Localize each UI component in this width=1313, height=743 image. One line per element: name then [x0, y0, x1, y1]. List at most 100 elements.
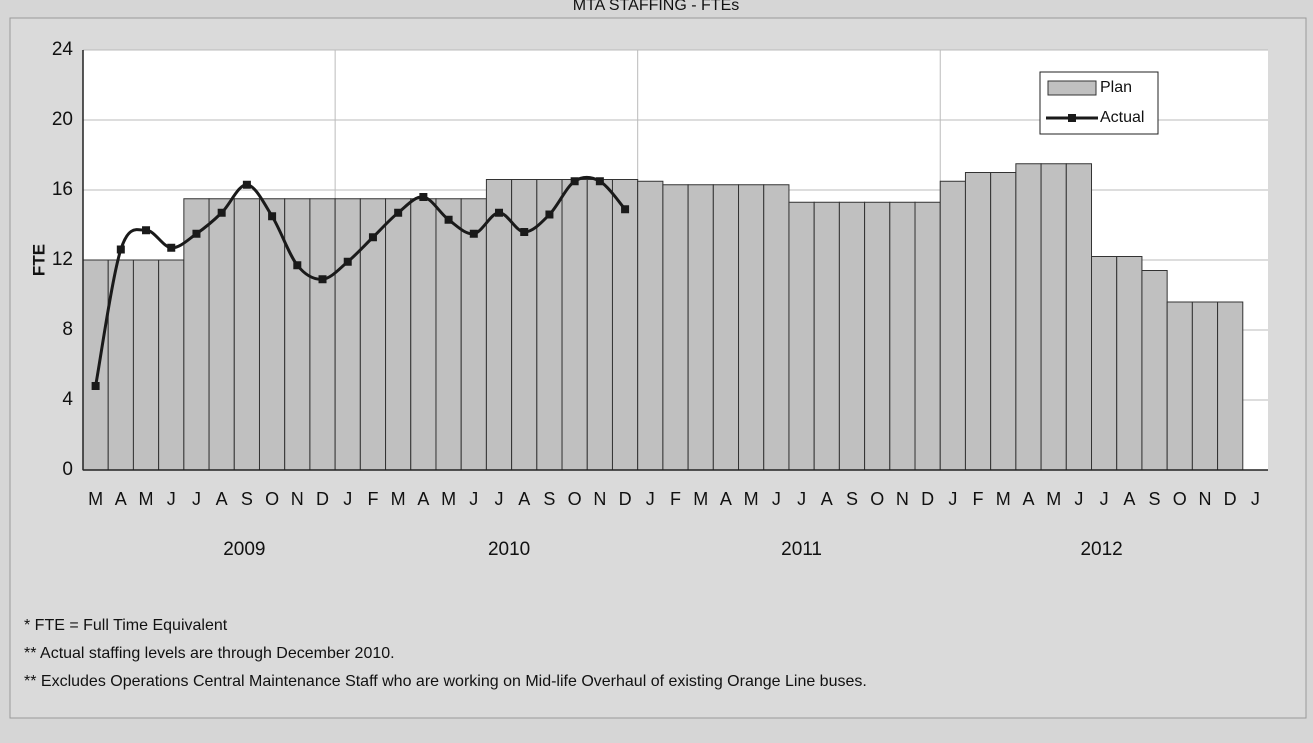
x-tick-label: A: [518, 489, 530, 509]
x-tick-label: J: [495, 489, 504, 509]
bar: [637, 180, 664, 471]
x-tick-label: O: [568, 489, 582, 509]
marker: [318, 275, 327, 284]
bar: [914, 201, 941, 471]
x-tick-label: O: [1173, 489, 1187, 509]
marker: [217, 208, 226, 217]
x-tick-label: M: [744, 489, 759, 509]
x-tick-label: J: [1251, 489, 1260, 509]
bar: [511, 179, 538, 471]
x-tick-label: J: [772, 489, 781, 509]
bar: [233, 198, 260, 471]
bar: [586, 179, 613, 471]
x-tick-label: M: [1046, 489, 1061, 509]
y-tick-label: 8: [62, 319, 73, 340]
y-tick-label: 0: [62, 459, 73, 480]
marker: [167, 243, 176, 252]
bar: [1116, 256, 1143, 471]
bar: [158, 259, 185, 471]
legend-label: Actual: [1100, 109, 1144, 126]
x-tick-label: A: [821, 489, 833, 509]
x-tick-label: M: [996, 489, 1011, 509]
marker: [293, 261, 302, 270]
x-tick-label: A: [417, 489, 429, 509]
legend-swatch: [1047, 80, 1097, 96]
marker: [419, 193, 428, 201]
bar: [82, 259, 109, 471]
bar: [1091, 256, 1118, 471]
x-tick-label: S: [543, 489, 555, 509]
x-tick-label: F: [670, 489, 681, 509]
bar: [208, 198, 235, 471]
x-tick-label: J: [192, 489, 201, 509]
x-tick-label: A: [1123, 489, 1135, 509]
bar: [485, 179, 513, 471]
marker: [469, 229, 478, 238]
marker: [368, 233, 377, 242]
x-tick-label: M: [391, 489, 406, 509]
x-tick-label: O: [870, 489, 884, 509]
bar: [385, 198, 412, 471]
bar: [939, 180, 966, 471]
x-tick-label: S: [846, 489, 858, 509]
marker: [495, 208, 504, 217]
x-tick-label: M: [139, 489, 154, 509]
x-tick-label: D: [316, 489, 329, 509]
marker: [595, 177, 604, 186]
y-tick-label: 24: [52, 39, 74, 60]
footnote: ** Excludes Operations Central Maintenan…: [24, 673, 867, 690]
x-tick-label: N: [896, 489, 909, 509]
x-tick-label: F: [367, 489, 378, 509]
marker: [444, 215, 453, 224]
bar: [687, 184, 714, 471]
chart-title: MTA STAFFING - FTEs: [573, 0, 740, 14]
bar: [258, 198, 286, 471]
bar: [990, 172, 1017, 471]
x-tick-label: F: [973, 489, 984, 509]
bar: [132, 259, 160, 471]
y-tick-label: 4: [62, 389, 73, 410]
legend-marker: [1068, 114, 1076, 122]
x-tick-label: J: [948, 489, 957, 509]
bar: [1166, 301, 1193, 471]
bar: [1141, 270, 1168, 471]
bar: [662, 184, 689, 471]
legend-label: Plan: [1100, 79, 1132, 96]
bar: [763, 184, 790, 471]
marker: [570, 177, 579, 186]
bar: [334, 198, 361, 471]
x-tick-label: D: [1224, 489, 1237, 509]
marker: [520, 228, 529, 236]
x-tick-label: D: [619, 489, 632, 509]
marker: [268, 212, 277, 221]
bar: [889, 201, 916, 471]
marker: [91, 382, 100, 390]
x-tick-label: S: [1149, 489, 1161, 509]
footnote: * FTE = Full Time Equivalent: [24, 617, 228, 634]
x-tick-label: J: [469, 489, 478, 509]
bar: [964, 172, 992, 471]
x-tick-label: A: [216, 489, 228, 509]
x-tick-label: M: [693, 489, 708, 509]
marker: [545, 210, 554, 219]
y-axis-label: FTE: [29, 244, 48, 276]
x-tick-label: N: [593, 489, 606, 509]
x-tick-label: J: [167, 489, 176, 509]
marker: [343, 257, 352, 266]
bar: [1065, 163, 1093, 471]
marker: [242, 180, 251, 189]
bar: [1191, 301, 1219, 471]
year-label: 2012: [1080, 539, 1122, 560]
x-tick-label: M: [441, 489, 456, 509]
year-label: 2011: [781, 539, 822, 560]
x-tick-label: A: [115, 489, 127, 509]
marker: [116, 245, 125, 254]
marker: [394, 208, 403, 217]
y-tick-label: 12: [52, 249, 73, 270]
x-tick-label: S: [241, 489, 253, 509]
bar: [813, 201, 840, 471]
x-tick-label: J: [1074, 489, 1083, 509]
x-tick-label: A: [1022, 489, 1034, 509]
bar: [536, 179, 563, 471]
y-tick-label: 20: [52, 109, 73, 130]
